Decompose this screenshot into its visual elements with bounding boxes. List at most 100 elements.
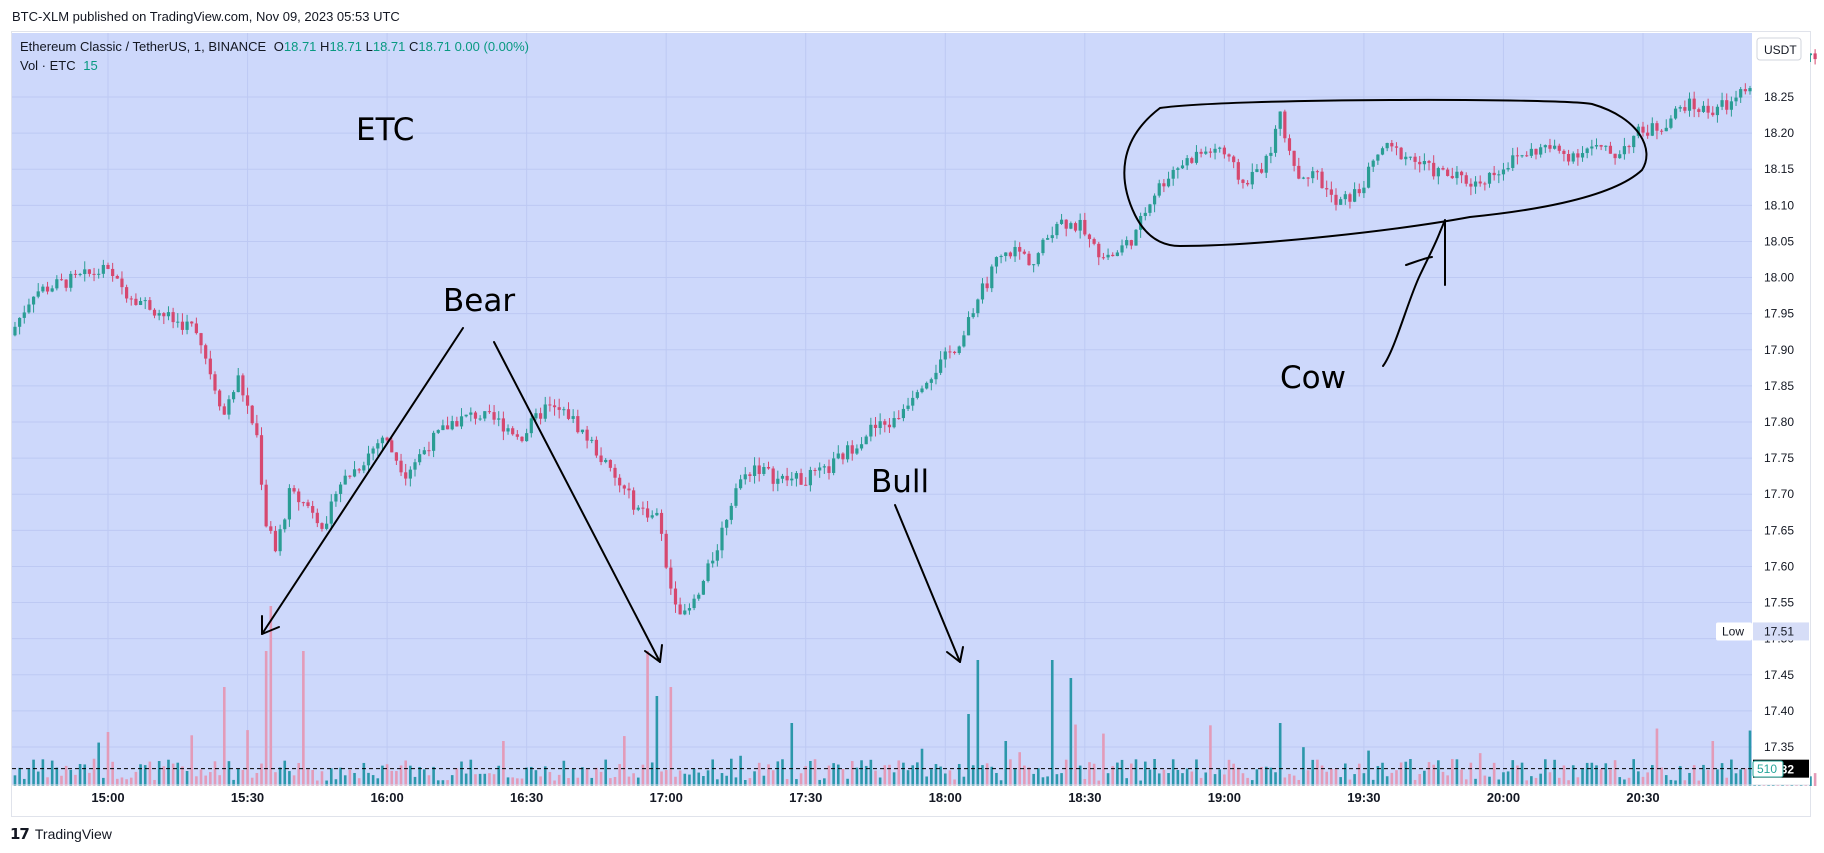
volume-bar[interactable]	[1641, 776, 1645, 786]
volume-bar[interactable]	[46, 777, 49, 786]
volume-bar[interactable]	[1204, 772, 1208, 786]
volume-bar[interactable]	[367, 772, 370, 786]
candle-body[interactable]	[287, 488, 292, 520]
candle-body[interactable]	[1362, 187, 1366, 194]
volume-bar[interactable]	[520, 778, 524, 786]
volume-bar[interactable]	[176, 762, 180, 786]
candle-body[interactable]	[739, 479, 743, 489]
candle-body[interactable]	[990, 266, 994, 289]
volume-bar[interactable]	[1227, 759, 1231, 786]
volume-bar[interactable]	[911, 765, 915, 786]
volume-bar[interactable]	[1739, 769, 1742, 786]
volume-bar[interactable]	[116, 778, 119, 786]
volume-bar[interactable]	[209, 772, 212, 786]
volume-bar[interactable]	[316, 780, 319, 786]
volume-bar[interactable]	[260, 763, 263, 786]
volume-bar[interactable]	[1520, 762, 1524, 786]
candle-body[interactable]	[213, 374, 217, 391]
volume-bar[interactable]	[162, 766, 166, 786]
volume-bar[interactable]	[804, 766, 808, 786]
volume-bar[interactable]	[1255, 769, 1259, 786]
candle-body[interactable]	[283, 519, 287, 530]
candle-body[interactable]	[552, 405, 557, 408]
volume-bar[interactable]	[478, 773, 482, 786]
candle-body[interactable]	[1236, 162, 1240, 180]
candle-body[interactable]	[222, 406, 226, 415]
volume-bar[interactable]	[1516, 765, 1519, 786]
volume-bar[interactable]	[1734, 773, 1738, 786]
candle-body[interactable]	[315, 512, 319, 524]
candle-body[interactable]	[483, 411, 487, 419]
volume-bar[interactable]	[60, 775, 63, 786]
candle-body[interactable]	[1190, 158, 1194, 163]
candle-body[interactable]	[1427, 161, 1431, 163]
volume-bar[interactable]	[1069, 678, 1073, 786]
candle-body[interactable]	[1441, 168, 1445, 170]
candle-body[interactable]	[22, 312, 26, 318]
candle-body[interactable]	[948, 351, 952, 353]
volume-bar[interactable]	[1018, 752, 1021, 786]
volume-bar[interactable]	[1623, 779, 1626, 786]
volume-bar[interactable]	[241, 769, 245, 786]
candle-body[interactable]	[31, 296, 36, 305]
candle-body[interactable]	[529, 418, 533, 434]
volume-bar[interactable]	[320, 771, 324, 786]
candle-body[interactable]	[1120, 245, 1124, 253]
volume-bar[interactable]	[813, 759, 817, 786]
volume-bar[interactable]	[1502, 772, 1505, 786]
candle-body[interactable]	[278, 529, 282, 552]
volume-bar[interactable]	[1092, 763, 1096, 786]
candle-body[interactable]	[1292, 150, 1296, 166]
candle-body[interactable]	[334, 493, 338, 502]
volume-bar[interactable]	[799, 773, 803, 786]
candle-body[interactable]	[1697, 109, 1701, 112]
volume-bar[interactable]	[1576, 777, 1580, 786]
candle-body[interactable]	[985, 283, 989, 289]
volume-bar[interactable]	[790, 723, 794, 786]
candle-body[interactable]	[999, 255, 1003, 258]
volume-bar[interactable]	[36, 771, 40, 786]
volume-bar[interactable]	[943, 773, 947, 786]
candle-body[interactable]	[1376, 154, 1380, 161]
candle-body[interactable]	[1404, 156, 1408, 160]
candle-body[interactable]	[1585, 148, 1589, 154]
candle-body[interactable]	[1478, 181, 1482, 184]
volume-bar[interactable]	[1413, 779, 1417, 786]
volume-bar[interactable]	[1074, 724, 1077, 786]
volume-bar[interactable]	[1590, 762, 1594, 786]
volume-bar[interactable]	[525, 767, 528, 786]
volume-bar[interactable]	[325, 780, 328, 786]
candle-body[interactable]	[1525, 155, 1529, 157]
candle-body[interactable]	[883, 421, 887, 425]
volume-bar[interactable]	[1674, 780, 1677, 786]
volume-bar[interactable]	[1246, 777, 1249, 786]
candle-body[interactable]	[794, 473, 799, 479]
volume-bar[interactable]	[153, 779, 156, 786]
candle-body[interactable]	[376, 443, 380, 449]
volume-bar[interactable]	[218, 775, 221, 786]
candle-body[interactable]	[250, 405, 254, 424]
volume-bar[interactable]	[995, 772, 998, 786]
candle-body[interactable]	[1162, 183, 1166, 187]
candle-body[interactable]	[1278, 111, 1282, 129]
volume-bar[interactable]	[222, 687, 226, 786]
volume-bar[interactable]	[757, 762, 761, 786]
candle-body[interactable]	[1506, 167, 1510, 170]
volume-bar[interactable]	[1534, 777, 1538, 786]
volume-bar[interactable]	[1111, 766, 1115, 786]
volume-bar[interactable]	[371, 775, 375, 786]
candle-body[interactable]	[190, 321, 194, 324]
volume-bar[interactable]	[409, 765, 412, 786]
candle-body[interactable]	[1078, 219, 1082, 231]
volume-bar[interactable]	[730, 758, 733, 786]
volume-bar[interactable]	[246, 730, 249, 786]
candle-body[interactable]	[878, 421, 882, 428]
volume-bar[interactable]	[529, 766, 533, 786]
candle-body[interactable]	[194, 323, 198, 334]
volume-bar[interactable]	[585, 768, 589, 786]
volume-bar[interactable]	[1148, 769, 1152, 786]
volume-bar[interactable]	[1525, 780, 1529, 786]
candle-body[interactable]	[92, 273, 96, 275]
candle-body[interactable]	[83, 269, 87, 275]
volume-bar[interactable]	[823, 778, 826, 786]
